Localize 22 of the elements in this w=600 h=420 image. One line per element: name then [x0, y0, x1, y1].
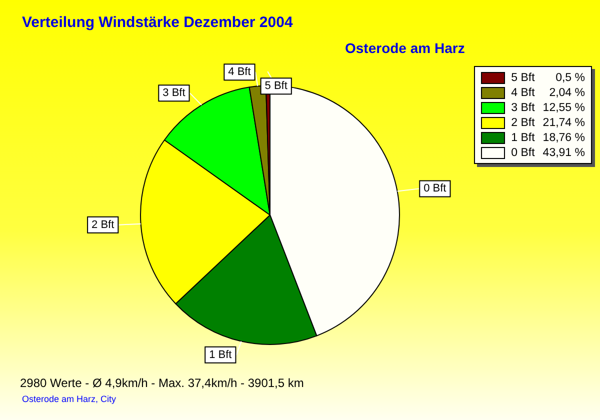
chart-subtitle: Osterode am Harz	[345, 40, 465, 56]
slice-label: 4 Bft	[228, 66, 251, 78]
text: 2980 Werte - Ø 4,9km/h - Max. 37,4km/h - 3901,5 km	[20, 376, 304, 390]
data-label: 43,91 %	[542, 146, 585, 158]
legend-label: 4 Bft	[511, 86, 535, 98]
data-label: 18,76 %	[542, 132, 585, 144]
chart-title: Verteilung Windstärke Dezember 2004	[22, 14, 293, 31]
data-label: 2,04 %	[548, 86, 585, 98]
slice-label: 3 Bft	[162, 87, 186, 100]
category-label: 5 Bft	[264, 80, 288, 92]
data-label: 12,55 %	[542, 102, 585, 114]
legend-label: 1 Bft	[511, 132, 535, 144]
legend-label: 5 Bft	[511, 72, 535, 84]
text: Osterode am Harz, City	[22, 394, 116, 404]
slice-label: 1 Bft	[209, 348, 232, 361]
legend-label: 3 Bft	[511, 102, 535, 114]
data-label: 0,5 %	[554, 72, 585, 84]
slice-label: 2 Bft	[92, 218, 114, 231]
legend-label: 2 Bft	[511, 116, 535, 128]
data-label: 21,74 %	[542, 116, 585, 128]
slice-label: 0 Bft	[424, 182, 446, 195]
legend-label: 0 Bft	[511, 146, 535, 158]
